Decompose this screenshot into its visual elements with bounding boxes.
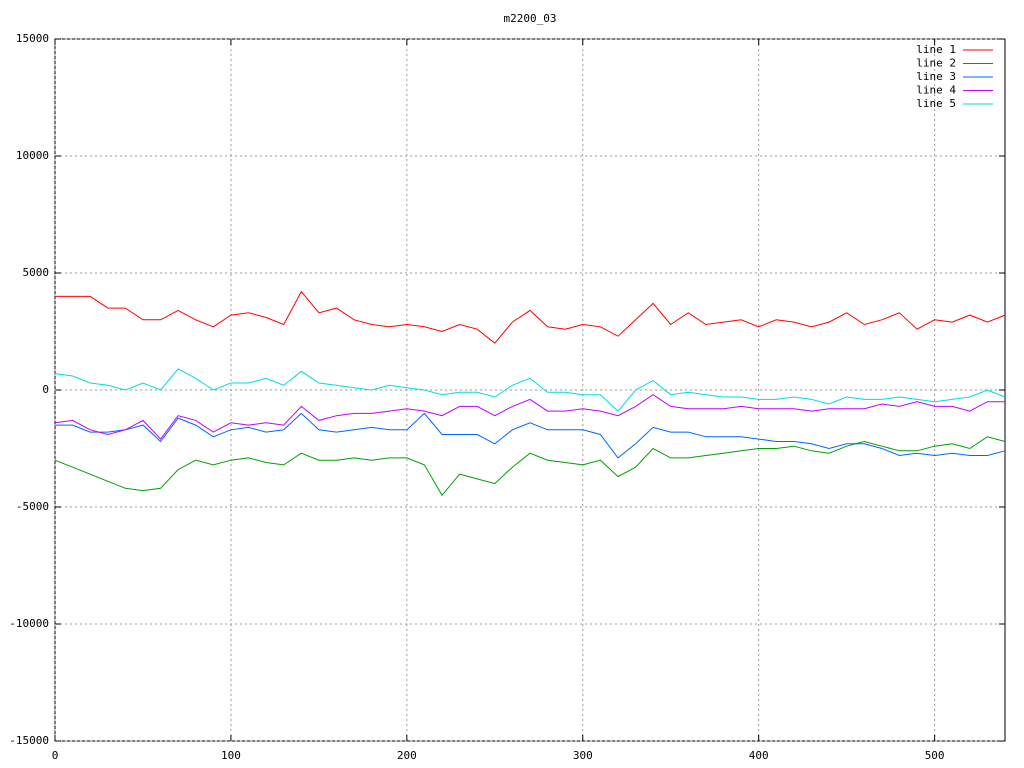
y-tick-label: -15000 <box>9 734 49 747</box>
data-line <box>55 412 1006 459</box>
x-tick-label: 500 <box>925 749 945 762</box>
data-line <box>54 436 1006 497</box>
y-tick-label: 10000 <box>16 149 49 162</box>
x-tick-label: 300 <box>573 749 593 762</box>
x-tick-label: 0 <box>52 749 59 762</box>
y-tick-label: 5000 <box>23 266 50 279</box>
y-tick-label: -5000 <box>16 500 49 513</box>
data-line <box>54 368 1006 412</box>
legend-label: line 5 <box>916 97 956 110</box>
legend-label: line 3 <box>916 70 956 83</box>
legend-label: line 1 <box>916 43 956 56</box>
chart-title: m2200_03 <box>504 12 557 25</box>
y-tick-label: 0 <box>42 383 49 396</box>
data-line <box>55 290 1006 344</box>
legend-label: line 4 <box>916 84 956 97</box>
data-line <box>54 394 1005 440</box>
legend-label: line 2 <box>916 57 956 70</box>
x-tick-label: 400 <box>749 749 769 762</box>
y-tick-label: 15000 <box>16 32 49 45</box>
x-tick-label: 100 <box>221 749 241 762</box>
x-tick-label: 200 <box>397 749 417 762</box>
y-tick-label: -10000 <box>9 617 49 630</box>
